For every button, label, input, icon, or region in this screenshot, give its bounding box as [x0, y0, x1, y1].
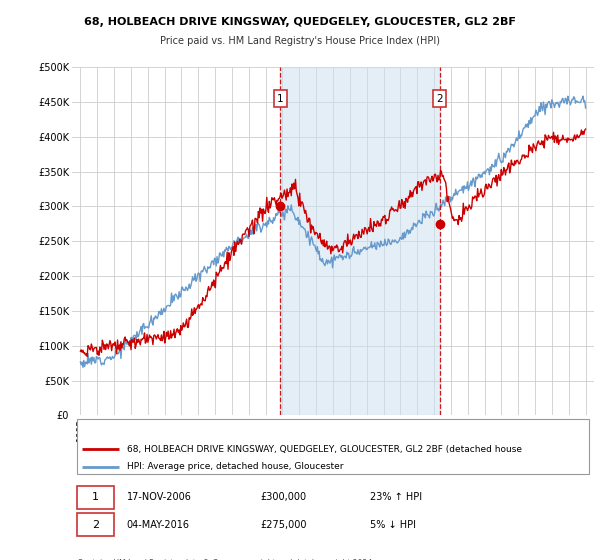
FancyBboxPatch shape: [77, 486, 114, 509]
Text: 17-NOV-2006: 17-NOV-2006: [127, 492, 191, 502]
Text: 04-MAY-2016: 04-MAY-2016: [127, 520, 190, 530]
Text: HPI: Average price, detached house, Gloucester: HPI: Average price, detached house, Glou…: [127, 462, 343, 471]
FancyBboxPatch shape: [77, 419, 589, 474]
Text: 1: 1: [92, 492, 99, 502]
Text: 5% ↓ HPI: 5% ↓ HPI: [370, 520, 416, 530]
Text: 68, HOLBEACH DRIVE KINGSWAY, QUEDGELEY, GLOUCESTER, GL2 2BF (detached house: 68, HOLBEACH DRIVE KINGSWAY, QUEDGELEY, …: [127, 445, 522, 454]
Text: 1: 1: [277, 94, 284, 104]
Text: £300,000: £300,000: [260, 492, 306, 502]
Text: 23% ↑ HPI: 23% ↑ HPI: [370, 492, 422, 502]
Text: Price paid vs. HM Land Registry's House Price Index (HPI): Price paid vs. HM Land Registry's House …: [160, 36, 440, 46]
Bar: [280, 67, 440, 416]
Text: 2: 2: [92, 520, 99, 530]
Text: 2: 2: [436, 94, 443, 104]
Text: £275,000: £275,000: [260, 520, 307, 530]
Text: 68, HOLBEACH DRIVE KINGSWAY, QUEDGELEY, GLOUCESTER, GL2 2BF: 68, HOLBEACH DRIVE KINGSWAY, QUEDGELEY, …: [84, 17, 516, 27]
FancyBboxPatch shape: [77, 514, 114, 536]
